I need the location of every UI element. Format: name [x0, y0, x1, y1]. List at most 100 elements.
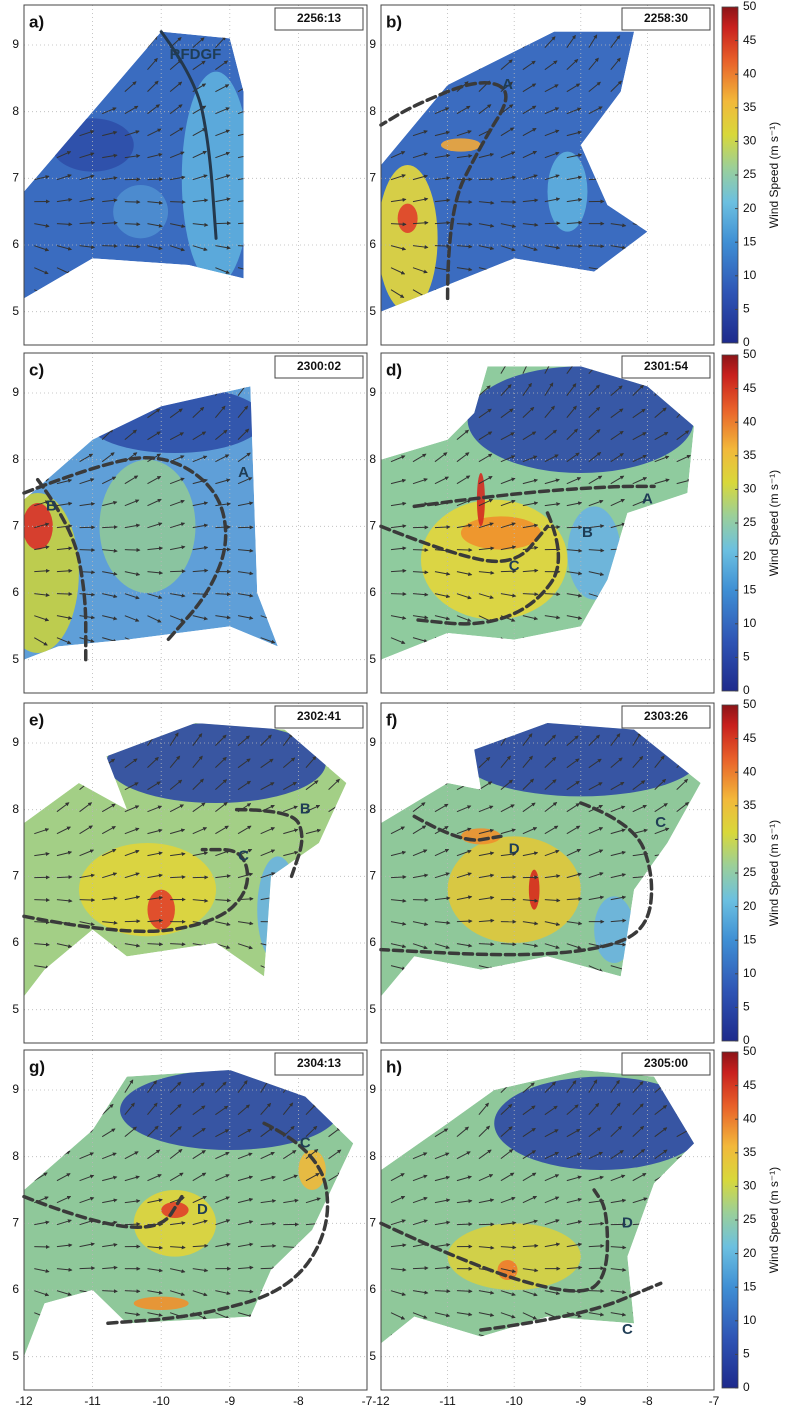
wind-arrow [328, 943, 345, 948]
wind-arrow [610, 593, 626, 600]
boundary-line [22, 1194, 184, 1229]
wind-arrow [654, 827, 670, 835]
wind-arrow [589, 12, 596, 25]
wind-arrow [351, 944, 365, 948]
wind-arrow [260, 804, 275, 813]
wind-arrow [699, 1268, 714, 1269]
wind-arrow [80, 12, 87, 25]
wind-arrow [457, 1357, 470, 1364]
wind-arrow [522, 60, 536, 71]
wind-arrow [412, 965, 428, 972]
wind-arrow [699, 1198, 713, 1202]
annotation: A [502, 76, 513, 93]
x-tick-label: -10 [153, 1394, 171, 1408]
wind-arrow [434, 107, 450, 115]
x-tick-label: -11 [439, 1394, 456, 1408]
wind-arrow [147, 918, 164, 923]
wind-arrow [633, 1010, 646, 1018]
wind-arrow [632, 1081, 644, 1094]
wind-arrow [283, 155, 298, 158]
wind-arrow [351, 1010, 365, 1016]
wind-arrow [588, 154, 605, 159]
wind-arrow [544, 289, 559, 298]
wind-arrow [328, 1149, 342, 1160]
wind-arrow [544, 779, 557, 791]
wind-arrow [478, 756, 491, 769]
wind-arrow [654, 1290, 670, 1297]
wind-arrow [170, 545, 186, 551]
wind-arrow [588, 987, 603, 997]
colorbar-tick-label: 15 [743, 1279, 757, 1293]
wind-arrow [283, 290, 297, 294]
wind-arrow [147, 1268, 163, 1273]
wind-arrow [57, 360, 63, 374]
wind-arrow [237, 1080, 248, 1093]
wind-arrow [632, 896, 649, 901]
wind-arrow [456, 407, 469, 419]
wind-arrow [102, 571, 118, 576]
wind-arrow [329, 128, 342, 136]
wind-arrow [57, 1010, 71, 1016]
wind-arrow [192, 406, 205, 419]
wind-arrow [588, 895, 605, 901]
wind-arrow [34, 151, 49, 159]
wind-arrow [350, 1128, 354, 1138]
wind-arrow [654, 455, 670, 463]
wind-arrow [390, 197, 407, 203]
colorbar-tick-label: 5 [743, 1347, 750, 1361]
wind-arrow [215, 502, 231, 507]
wind-arrow [434, 758, 448, 769]
wind-arrow [435, 12, 441, 26]
y-tick-label: 7 [12, 171, 19, 185]
wind-arrow [237, 1128, 252, 1138]
wind-arrow [478, 805, 494, 813]
wind-arrow [500, 151, 516, 159]
wind-arrow [169, 987, 186, 994]
wind-arrow [677, 107, 691, 113]
wind-arrow [34, 568, 50, 573]
wind-arrow [632, 1125, 645, 1138]
y-tick-label: 9 [12, 735, 19, 749]
wind-arrow [261, 132, 275, 136]
wind-arrow [328, 898, 345, 903]
wind-arrow [610, 153, 627, 159]
wind-arrow [102, 176, 118, 181]
field-patch [460, 516, 541, 550]
wind-arrow [544, 1219, 560, 1226]
annotation: B [46, 497, 57, 514]
wind-arrow [610, 35, 621, 48]
colorbar-tick-label: 35 [743, 1145, 757, 1159]
wind-arrow [306, 1010, 319, 1018]
wind-arrow [237, 571, 254, 576]
wind-arrow [412, 779, 426, 791]
wind-arrow [412, 197, 429, 203]
wind-arrow [632, 1334, 648, 1341]
wind-arrow [478, 1102, 489, 1115]
wind-arrow [305, 1334, 321, 1341]
wind-arrow [632, 965, 649, 970]
wind-arrow [79, 723, 91, 725]
colorbar-tick-label: 5 [743, 1000, 750, 1014]
wind-arrow [456, 1334, 472, 1341]
wind-arrow [328, 1312, 343, 1320]
wind-arrow [102, 593, 118, 599]
wind-arrow [124, 1289, 141, 1294]
wind-arrow [192, 1172, 207, 1182]
wind-arrow [215, 779, 228, 791]
wind-arrow [260, 1199, 277, 1204]
wind-arrow [654, 803, 668, 813]
wind-arrow [33, 82, 47, 93]
wind-arrow [102, 107, 117, 115]
wind-arrow [351, 549, 366, 550]
wind-arrow [328, 1220, 344, 1226]
wind-arrow [390, 267, 406, 275]
wind-arrow [329, 660, 341, 669]
wind-arrow [610, 408, 624, 419]
wind-arrow [215, 429, 228, 441]
wind-arrow [192, 615, 208, 621]
boundary-line [22, 456, 228, 642]
wind-arrow [282, 757, 296, 769]
wind-arrow [456, 849, 472, 857]
